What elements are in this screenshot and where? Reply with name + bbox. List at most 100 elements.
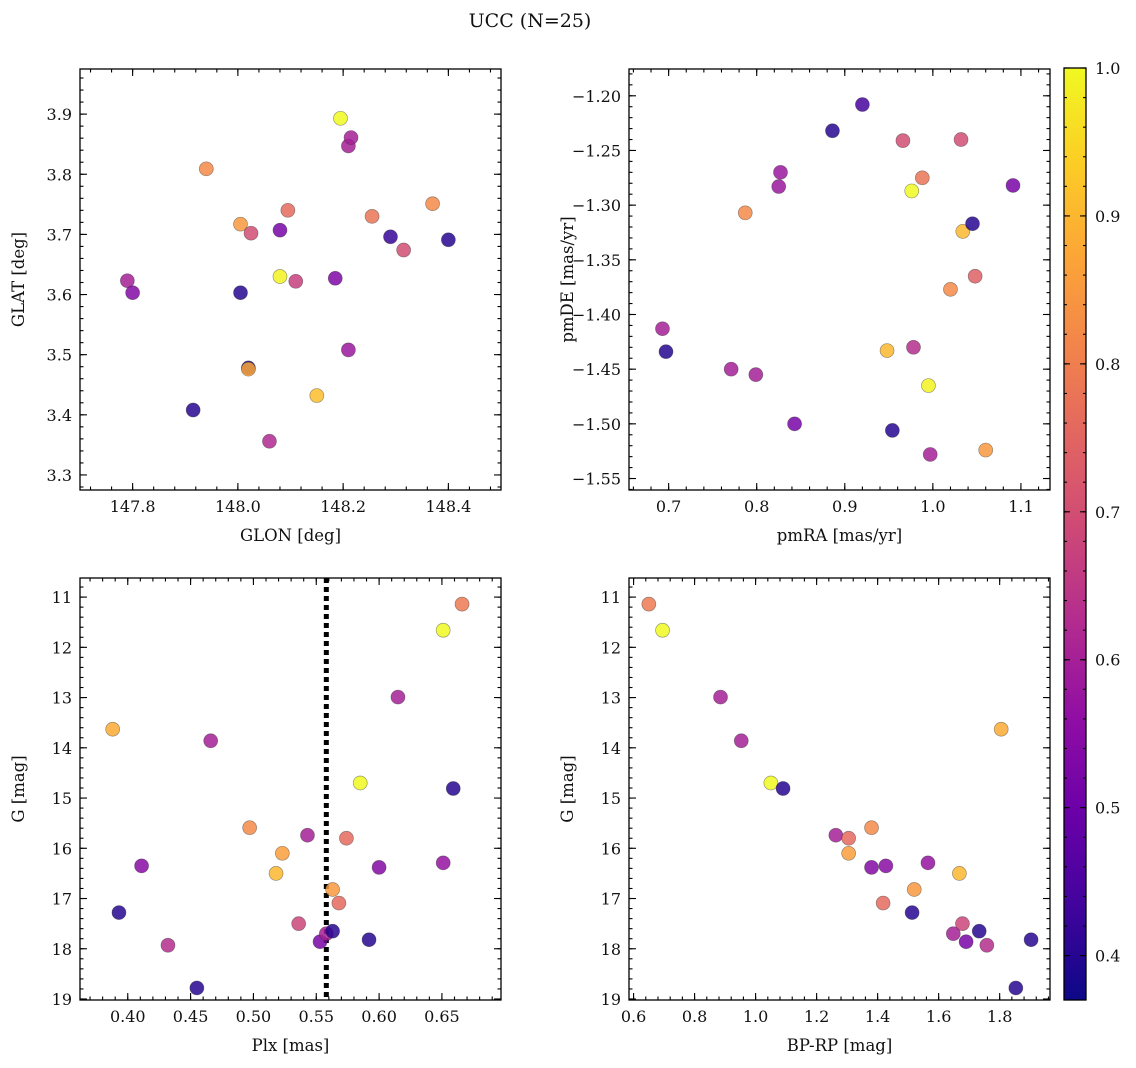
data-point xyxy=(371,860,387,875)
colorbar-tick-label: 1.0 xyxy=(1095,59,1120,78)
data-point xyxy=(341,342,356,358)
data-point xyxy=(435,855,451,871)
x-tick-label: 148.4 xyxy=(425,497,471,516)
y-tick-label: 11 xyxy=(601,588,621,607)
colorbar-tick-label: 0.9 xyxy=(1095,207,1120,226)
data-point xyxy=(241,361,256,377)
data-point xyxy=(185,402,201,418)
data-point xyxy=(655,321,670,337)
panel-3: 0.40 0.45 0.50 0.55 0.60 0.65 11 12 13 14 15 16 17 18… xyxy=(9,577,502,1055)
panel-2: 0.7 0.8 0.9 1.0 1.1 −1.20 −1.25 −1.30 −1.35 −1.40… xyxy=(558,68,1051,545)
data-point xyxy=(327,270,343,286)
y-tick-label: 16 xyxy=(52,839,72,858)
y-tick-label: 3.9 xyxy=(47,105,72,124)
colorbar-tick-label: 0.7 xyxy=(1095,503,1120,522)
data-point xyxy=(713,689,728,705)
y-tick-label: −1.40 xyxy=(572,305,621,324)
data-point xyxy=(955,916,970,931)
data-point xyxy=(352,775,368,791)
ticks xyxy=(629,578,1050,1000)
data-point xyxy=(189,980,205,996)
data-point xyxy=(787,416,802,432)
y-tick-label: 11 xyxy=(52,588,72,607)
data-point xyxy=(914,170,930,186)
y-tick-label: −1.20 xyxy=(572,87,621,106)
data-point xyxy=(272,222,288,238)
data-point xyxy=(325,923,340,939)
colorbar-tick-label: 0.8 xyxy=(1095,355,1120,374)
data-point xyxy=(655,622,670,638)
data-point xyxy=(242,820,258,836)
data-point xyxy=(895,133,911,148)
x-tick-label: 0.50 xyxy=(236,1007,272,1026)
y-tick-label: 17 xyxy=(601,890,621,909)
y-tick-label: 16 xyxy=(601,839,621,858)
y-tick-label: 13 xyxy=(52,689,72,708)
colorbar-gradient xyxy=(1064,68,1086,1000)
x-tick-label: 0.8 xyxy=(682,1007,707,1026)
data-point xyxy=(160,937,176,953)
data-point xyxy=(945,926,961,942)
figure-title: UCC (N=25) xyxy=(469,10,592,32)
data-point xyxy=(288,273,304,289)
x-tick-label: 1.1 xyxy=(1008,497,1033,516)
y-tick-label: 19 xyxy=(601,990,621,1009)
data-point xyxy=(309,388,325,403)
data-point xyxy=(233,216,248,232)
data-point xyxy=(953,132,969,147)
data-point xyxy=(198,161,214,177)
y-tick-label: 14 xyxy=(52,739,72,758)
data-point xyxy=(233,285,248,301)
data-point xyxy=(1008,980,1024,996)
data-point xyxy=(875,895,891,911)
x-tick-label: 0.65 xyxy=(424,1007,460,1026)
data-point xyxy=(111,905,127,920)
data-point xyxy=(364,209,380,224)
data-point xyxy=(383,229,398,245)
data-point xyxy=(921,378,936,393)
data-point xyxy=(339,830,354,846)
y-tick-label: 17 xyxy=(52,890,72,909)
y-tick-label: −1.30 xyxy=(572,196,621,215)
y-tick-label: −1.35 xyxy=(572,251,621,270)
x-tick-label: 148.0 xyxy=(215,497,261,516)
y-tick-label: 12 xyxy=(601,638,621,657)
panel-1: 147.8 148.0 148.2 148.4 3.3 3.4 3.5 3.6 3.7 3.8 3.… xyxy=(9,68,502,545)
data-point xyxy=(268,866,284,881)
data-point xyxy=(343,130,359,145)
y-tick-label: 15 xyxy=(52,789,72,808)
data-point xyxy=(333,110,348,126)
y-tick-label: 18 xyxy=(52,940,72,959)
y-tick-label: −1.50 xyxy=(572,415,621,434)
colorbar-tick-label: 0.6 xyxy=(1095,651,1120,670)
panels: 147.8 148.0 148.2 148.4 3.3 3.4 3.5 3.6 3.7 3.8 3.… xyxy=(9,68,1051,1055)
data-point xyxy=(737,205,753,221)
x-tick-label: 0.40 xyxy=(110,1007,146,1026)
data-point xyxy=(864,820,879,836)
x-tick-label: 0.7 xyxy=(656,497,681,516)
data-point xyxy=(1005,178,1021,193)
data-point xyxy=(733,733,749,749)
data-point xyxy=(920,855,936,871)
panel-4: 0.6 0.8 1.0 1.2 1.4 1.6 1.8 11 12 13 14 15 16 17 18 19 B… xyxy=(558,577,1051,1055)
data-point xyxy=(775,781,791,796)
x-tick-label: 147.8 xyxy=(110,497,156,516)
axes-frame xyxy=(79,68,502,491)
data-point xyxy=(723,361,739,377)
data-point xyxy=(922,447,938,462)
data-point xyxy=(454,596,470,612)
data-point xyxy=(105,721,121,737)
y-axis-label: G [mag] xyxy=(9,755,28,822)
axes-frame xyxy=(628,68,1051,491)
x-tick-label: 148.2 xyxy=(320,497,366,516)
y-tick-label: 3.6 xyxy=(47,286,72,305)
ticks xyxy=(80,578,501,1000)
y-tick-label: 12 xyxy=(52,638,72,657)
colorbar-tick-label: 0.4 xyxy=(1095,947,1120,966)
data-point xyxy=(445,781,461,796)
data-point xyxy=(965,216,980,232)
data-point xyxy=(325,882,340,897)
y-tick-label: 3.7 xyxy=(47,225,72,244)
data-point xyxy=(967,268,983,284)
y-tick-label: 19 xyxy=(52,990,72,1009)
